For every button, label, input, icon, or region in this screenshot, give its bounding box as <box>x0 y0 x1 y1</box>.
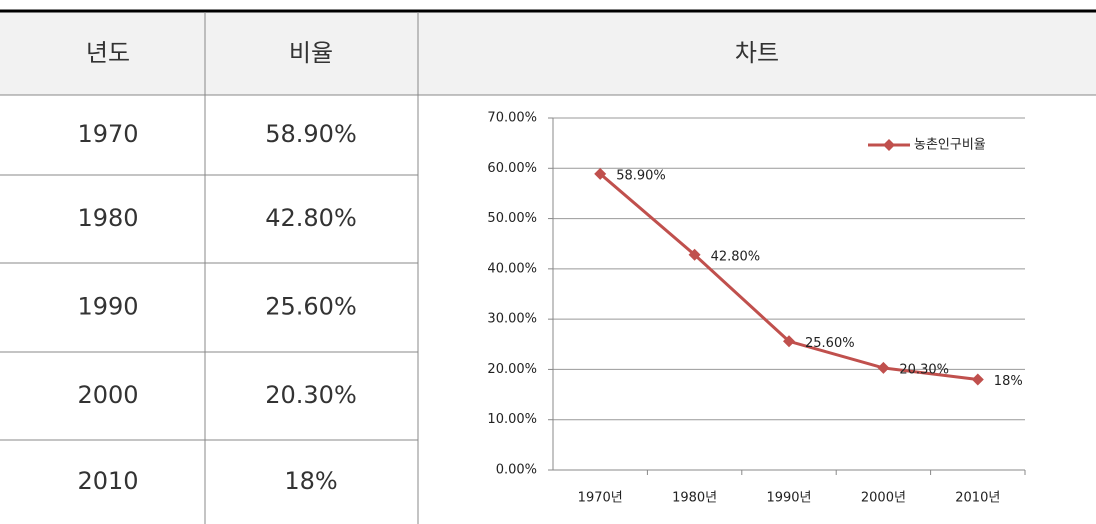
x-tick-label: 1990년 <box>766 491 811 506</box>
table-cell: 42.80% <box>265 204 357 232</box>
header-bg <box>0 12 1096 95</box>
marker <box>877 361 890 374</box>
table-cell: 25.60% <box>265 293 357 321</box>
y-tick-label: 40.00% <box>487 261 537 276</box>
x-tick-label: 1980년 <box>672 491 717 506</box>
marker <box>594 167 607 180</box>
marker <box>971 373 984 386</box>
data-label: 25.60% <box>805 336 855 351</box>
x-tick-label: 1970년 <box>578 491 623 506</box>
x-tick-label: 2010년 <box>955 491 1000 506</box>
header-cell: 비율 <box>289 39 333 67</box>
header-cell: 차트 <box>735 39 779 67</box>
data-label: 58.90% <box>616 168 666 183</box>
table-cell: 1980 <box>77 204 138 232</box>
data-label: 20.30% <box>899 362 949 377</box>
header-cell: 년도 <box>86 39 130 67</box>
table-cell: 2000 <box>77 381 138 409</box>
y-tick-label: 70.00% <box>487 111 537 126</box>
table-cell: 2010 <box>77 467 138 495</box>
y-tick-label: 20.00% <box>487 362 537 377</box>
legend-marker <box>883 139 895 151</box>
y-tick-label: 30.00% <box>487 312 537 327</box>
data-label: 42.80% <box>711 249 761 264</box>
marker <box>783 335 795 348</box>
y-tick-label: 50.00% <box>487 211 537 226</box>
table-cell: 58.90% <box>265 120 357 148</box>
data-label: 18% <box>994 374 1023 389</box>
table-cell: 1970 <box>77 120 138 148</box>
y-tick-label: 60.00% <box>487 161 537 176</box>
series-line <box>599 172 978 381</box>
table-cell: 18% <box>284 467 337 495</box>
table-cell: 20.30% <box>265 381 357 409</box>
legend-label: 농촌인구비율 <box>914 138 986 153</box>
marker <box>688 248 701 261</box>
y-tick-label: 0.00% <box>496 463 537 478</box>
table-cell: 1990 <box>77 293 138 321</box>
x-tick-label: 2000년 <box>861 491 906 506</box>
y-tick-label: 10.00% <box>487 412 537 427</box>
